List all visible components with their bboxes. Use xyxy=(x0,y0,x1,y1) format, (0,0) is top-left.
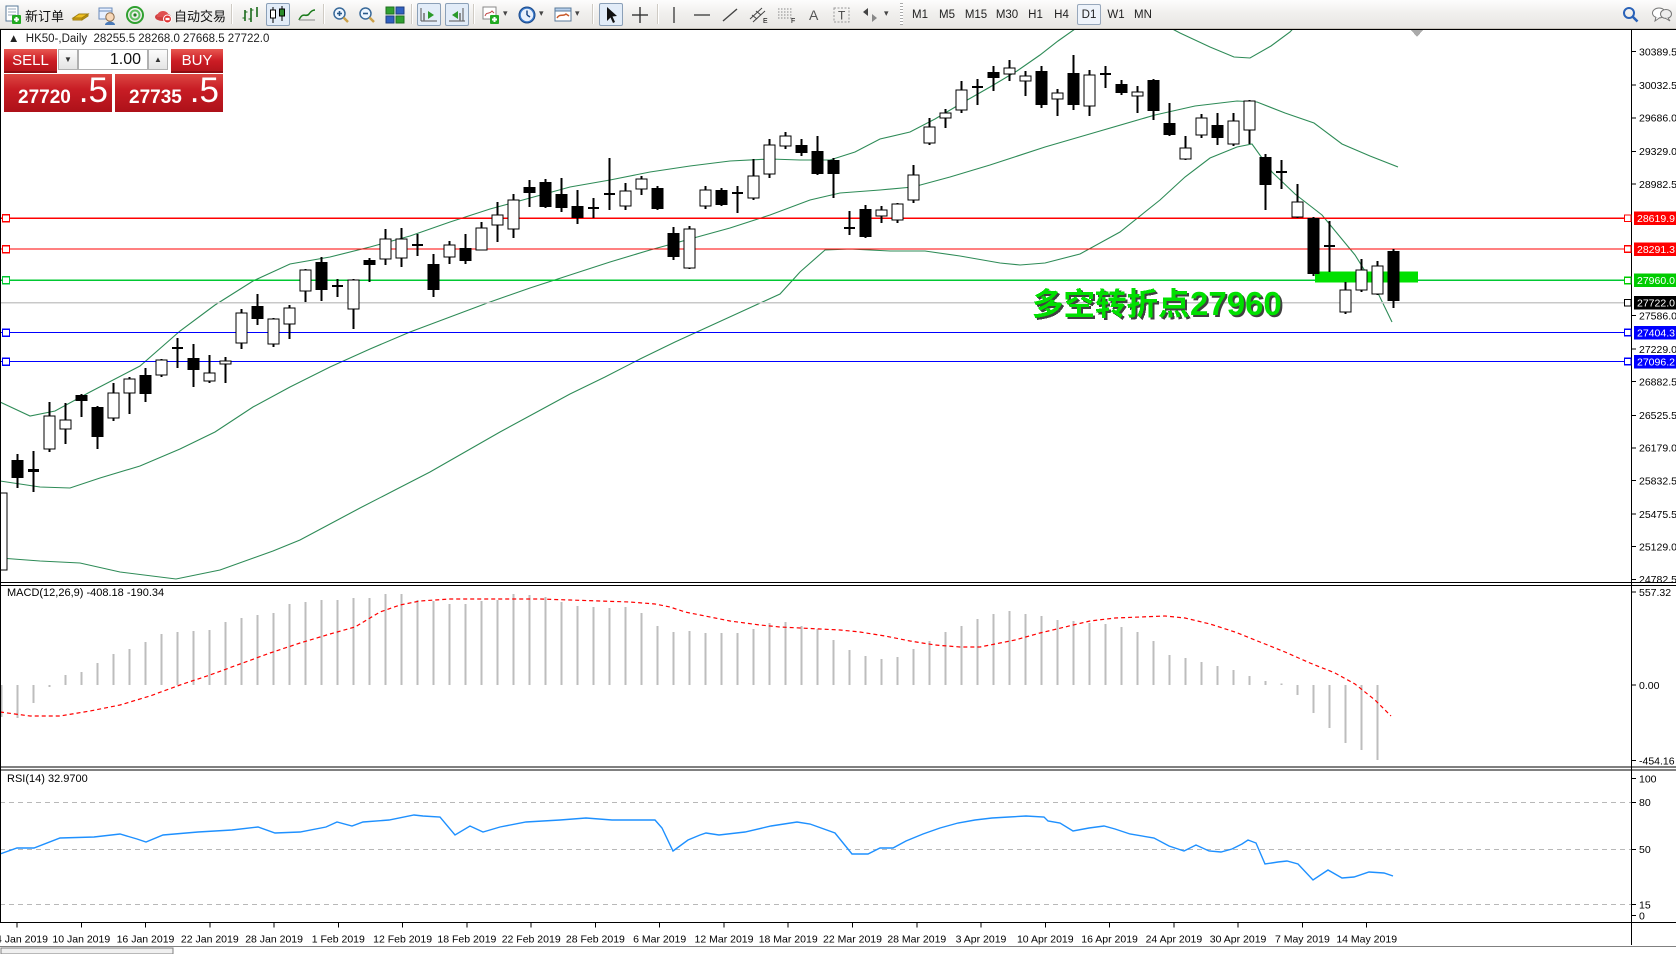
svg-text:10 Apr 2019: 10 Apr 2019 xyxy=(1017,934,1074,946)
svg-text:12 Mar 2019: 12 Mar 2019 xyxy=(695,934,754,946)
svg-text:27096.2: 27096.2 xyxy=(1637,356,1675,368)
svg-text:E: E xyxy=(763,18,768,25)
svg-text:80: 80 xyxy=(1639,797,1651,809)
svg-text:50: 50 xyxy=(1639,844,1651,856)
svg-text:27960.0: 27960.0 xyxy=(1637,275,1675,287)
svg-text:29686.0: 29686.0 xyxy=(1639,113,1676,125)
svg-text:30032.5: 30032.5 xyxy=(1639,80,1676,92)
svg-text:27960: 27960 xyxy=(1192,287,1284,324)
svg-text:6 Mar 2019: 6 Mar 2019 xyxy=(633,934,686,946)
svg-text:0: 0 xyxy=(1639,910,1645,922)
svg-text:-454.16: -454.16 xyxy=(1639,755,1675,767)
svg-text:16 Jan 2019: 16 Jan 2019 xyxy=(117,934,175,946)
svg-text:100: 100 xyxy=(1639,774,1657,786)
svg-text:18 Feb 2019: 18 Feb 2019 xyxy=(437,934,496,946)
svg-text:12 Feb 2019: 12 Feb 2019 xyxy=(373,934,432,946)
svg-text:15: 15 xyxy=(1639,899,1651,911)
svg-text:28 Jan 2019: 28 Jan 2019 xyxy=(245,934,303,946)
svg-text:26179.0: 26179.0 xyxy=(1639,443,1676,455)
svg-text:28 Mar 2019: 28 Mar 2019 xyxy=(887,934,946,946)
svg-text:24 Apr 2019: 24 Apr 2019 xyxy=(1146,934,1203,946)
svg-text:18 Mar 2019: 18 Mar 2019 xyxy=(759,934,818,946)
svg-text:28619.9: 28619.9 xyxy=(1637,213,1675,225)
svg-text:26882.5: 26882.5 xyxy=(1639,377,1676,389)
svg-text:3 Apr 2019: 3 Apr 2019 xyxy=(956,934,1007,946)
svg-text:24782.5: 24782.5 xyxy=(1639,574,1676,586)
svg-text:22 Feb 2019: 22 Feb 2019 xyxy=(502,934,561,946)
svg-text:26525.5: 26525.5 xyxy=(1639,410,1676,422)
svg-text:22 Jan 2019: 22 Jan 2019 xyxy=(181,934,239,946)
svg-text:A: A xyxy=(809,7,819,23)
svg-text:28 Feb 2019: 28 Feb 2019 xyxy=(566,934,625,946)
svg-text:14 May 2019: 14 May 2019 xyxy=(1336,934,1397,946)
svg-text:10 Jan 2019: 10 Jan 2019 xyxy=(52,934,110,946)
svg-text:30 Apr 2019: 30 Apr 2019 xyxy=(1210,934,1267,946)
svg-text:F: F xyxy=(791,18,795,25)
svg-text:22 Mar 2019: 22 Mar 2019 xyxy=(823,934,882,946)
svg-text:27404.3: 27404.3 xyxy=(1637,327,1675,339)
svg-text:25129.0: 25129.0 xyxy=(1639,542,1676,554)
svg-text:28982.5: 28982.5 xyxy=(1639,179,1676,191)
svg-text:30389.5: 30389.5 xyxy=(1639,46,1676,58)
svg-text:MACD(12,26,9) -408.18 -190.34: MACD(12,26,9) -408.18 -190.34 xyxy=(7,587,164,599)
svg-text:27960: 27960 xyxy=(1190,285,1282,322)
svg-text:557.32: 557.32 xyxy=(1639,587,1671,599)
svg-text:28291.3: 28291.3 xyxy=(1637,244,1675,256)
svg-text:1 Feb 2019: 1 Feb 2019 xyxy=(312,934,365,946)
svg-text:RSI(14) 32.9700: RSI(14) 32.9700 xyxy=(7,773,88,785)
svg-text:29329.0: 29329.0 xyxy=(1639,146,1676,158)
svg-text:4 Jan 2019: 4 Jan 2019 xyxy=(0,934,48,946)
svg-text:0.00: 0.00 xyxy=(1639,680,1660,692)
svg-text:25475.5: 25475.5 xyxy=(1639,509,1676,521)
svg-text:27229.0: 27229.0 xyxy=(1639,344,1676,356)
svg-text:7 May 2019: 7 May 2019 xyxy=(1275,934,1330,946)
svg-text:T: T xyxy=(838,8,846,22)
svg-text:27586.0: 27586.0 xyxy=(1639,310,1676,322)
svg-text:16 Apr 2019: 16 Apr 2019 xyxy=(1081,934,1138,946)
svg-text:25832.5: 25832.5 xyxy=(1639,475,1676,487)
svg-text:27722.0: 27722.0 xyxy=(1637,298,1675,310)
